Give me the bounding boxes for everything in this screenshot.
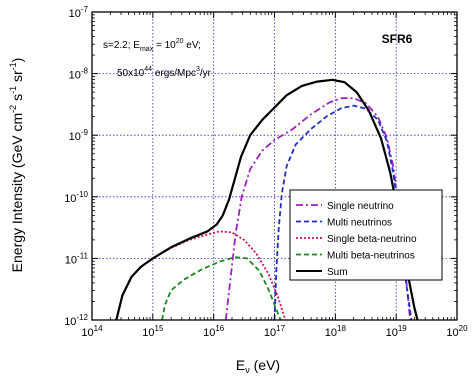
x-axis-label: Eν (eV) bbox=[236, 357, 280, 375]
y-tick-label: 10-8 bbox=[69, 67, 89, 82]
annotation-line-1: s=2.2; Emax = 1020 eV; bbox=[103, 38, 201, 53]
x-tick-label: 1017 bbox=[264, 324, 286, 339]
series-line-single-neutrino bbox=[224, 97, 412, 320]
x-tick-label: 1020 bbox=[446, 324, 468, 339]
x-tick-label: 1019 bbox=[386, 324, 408, 339]
legend-label: Single neutrino bbox=[327, 201, 394, 212]
x-tick-label: 1016 bbox=[203, 324, 225, 339]
legend-label: Multi beta-neutrinos bbox=[327, 251, 415, 262]
y-tick-label: 10-10 bbox=[64, 190, 88, 205]
y-tick-label: 10-7 bbox=[69, 5, 89, 20]
legend-label: Multi neutrinos bbox=[327, 218, 392, 229]
ticks bbox=[91, 11, 458, 321]
y-tick-label: 10-11 bbox=[65, 251, 89, 266]
x-tick-label: 1015 bbox=[142, 324, 164, 339]
chart-title: SFR6 bbox=[382, 32, 413, 46]
x-tick-label: 1018 bbox=[325, 324, 347, 339]
series-line-sum bbox=[115, 78, 419, 320]
series-line-single-beta-neutrino bbox=[115, 230, 287, 320]
legend-label: Sum bbox=[327, 267, 348, 278]
annotation-line-2: 50x1044 ergs/Mpc3/yr bbox=[117, 66, 212, 79]
y-axis-label: Energy Intensity (GeV cm-2 s-1 sr-1) bbox=[8, 58, 25, 273]
series-line-multi-neutrinos bbox=[273, 104, 413, 320]
y-tick-label: 10-9 bbox=[69, 128, 89, 143]
legend-label: Single beta-neutrino bbox=[327, 234, 417, 245]
series-layer bbox=[115, 78, 419, 320]
tick-labels: 1014 1015 1016 1017 1018 1019 1020 10-12 10-11 10… bbox=[64, 5, 468, 339]
y-tick-label: 10-12 bbox=[64, 313, 88, 328]
legend: Single neutrino Multi neutrinos Single bet… bbox=[289, 189, 443, 281]
x-tick-label: 1014 bbox=[81, 324, 103, 339]
series-line-multi-beta-neutrinos bbox=[161, 256, 282, 320]
